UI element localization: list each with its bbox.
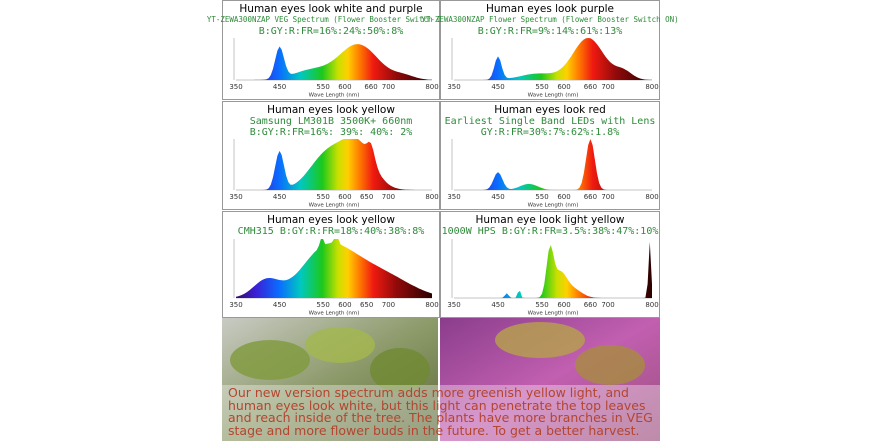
- leaves: [575, 345, 645, 385]
- x-tick-label: 450: [491, 193, 504, 201]
- panel-title: Human eyes look white and purple: [239, 3, 422, 15]
- panel-subtitle: Earliest Single Band LEDs with Lens: [445, 116, 656, 127]
- x-tick-label: 350: [229, 301, 242, 309]
- x-tick-label: 700: [382, 83, 395, 91]
- x-axis-label: Wave Length (nm): [309, 93, 360, 99]
- spectrum: [454, 38, 652, 80]
- panel-subtitle: YT-ZEWA300NZAP VEG Spectrum (Flower Boos…: [207, 15, 455, 24]
- panel-subtitle: 1000W HPS B:GY:R:FR=3.5%:38%:47%:10%: [442, 226, 659, 237]
- x-tick-label: 600: [557, 301, 570, 309]
- x-tick-label: 550: [535, 301, 548, 309]
- panel-title: Human eyes look yellow: [267, 104, 395, 116]
- panel-border: [440, 101, 660, 210]
- caption: Our new version spectrum adds more green…: [228, 387, 653, 438]
- x-tick-label: 700: [382, 193, 395, 201]
- panel-border: [222, 0, 440, 100]
- x-tick-label: 700: [382, 301, 395, 309]
- panel-subtitle: CMH315 B:GY:R:FR=18%:40%:38%:8%: [238, 226, 425, 237]
- x-tick-label: 350: [229, 83, 242, 91]
- x-axis-label: Wave Length (nm): [309, 311, 360, 317]
- x-tick-label: 650: [360, 193, 373, 201]
- x-tick-label: 550: [535, 83, 548, 91]
- x-tick-label: 800: [645, 301, 658, 309]
- caption-box: Our new version spectrum adds more green…: [228, 387, 653, 438]
- x-tick-label: 600: [338, 83, 351, 91]
- panel-ratio: B:GY:R:FR=16%:24%:50%:8%: [259, 26, 404, 37]
- x-tick-label: 350: [447, 301, 460, 309]
- panel-subtitle: YT-ZEWA300NZAP Flower Spectrum (Flower B…: [421, 15, 678, 24]
- x-axis-label: Wave Length (nm): [528, 203, 579, 209]
- x-tick-label: 660: [584, 83, 597, 91]
- x-tick-label: 550: [316, 301, 329, 309]
- leaves: [305, 327, 375, 363]
- x-tick-label: 550: [316, 193, 329, 201]
- x-tick-label: 450: [491, 301, 504, 309]
- panel-ratio: GY:R:FR=30%:7%:62%:1.8%: [481, 127, 619, 138]
- leaves: [495, 322, 585, 358]
- x-tick-label: 650: [360, 301, 373, 309]
- x-tick-label: 350: [447, 83, 460, 91]
- spectrum: [236, 139, 432, 190]
- x-axis-label: Wave Length (nm): [309, 203, 360, 209]
- x-tick-label: 350: [447, 193, 460, 201]
- panel-subtitle: Samsung LM301B 3500K+ 660nm: [250, 116, 413, 127]
- x-tick-label: 450: [273, 83, 286, 91]
- x-tick-label: 800: [645, 193, 658, 201]
- panel-ratio: B:GY:R:FR=16%: 39%: 40%: 2%: [250, 127, 413, 138]
- panel-title: Human eye look light yellow: [476, 214, 625, 226]
- x-axis-label: Wave Length (nm): [528, 93, 579, 99]
- x-tick-label: 350: [229, 193, 242, 201]
- leaves: [370, 348, 430, 392]
- x-tick-label: 450: [273, 193, 286, 201]
- x-tick-label: 700: [601, 301, 614, 309]
- x-tick-label: 660: [584, 193, 597, 201]
- panel-title: Human eyes look red: [494, 104, 606, 116]
- spectrum: [236, 239, 432, 298]
- caption-backdrop: [222, 385, 660, 441]
- x-tick-label: 700: [601, 193, 614, 201]
- x-tick-label: 600: [557, 83, 570, 91]
- spectrum: [454, 241, 652, 298]
- x-tick-label: 450: [273, 301, 286, 309]
- x-tick-label: 800: [425, 193, 438, 201]
- x-tick-label: 550: [535, 193, 548, 201]
- x-tick-label: 600: [338, 301, 351, 309]
- x-axis-label: Wave Length (nm): [528, 311, 579, 317]
- x-tick-label: 660: [584, 301, 597, 309]
- panel-title: Human eyes look yellow: [267, 214, 395, 226]
- x-tick-label: 600: [338, 193, 351, 201]
- x-tick-label: 800: [425, 301, 438, 309]
- x-tick-label: 600: [557, 193, 570, 201]
- x-tick-label: 800: [645, 83, 658, 91]
- panel-border: [440, 0, 660, 100]
- leaves: [230, 340, 310, 380]
- x-tick-label: 800: [425, 83, 438, 91]
- spectrum: [236, 44, 432, 80]
- x-tick-label: 450: [491, 83, 504, 91]
- x-tick-label: 550: [316, 83, 329, 91]
- panel-title: Human eyes look purple: [486, 3, 614, 15]
- x-tick-label: 700: [601, 83, 614, 91]
- panel-ratio: B:GY:R:FR=9%:14%:61%:13%: [478, 26, 623, 37]
- x-tick-label: 660: [364, 83, 377, 91]
- photos: [222, 318, 660, 441]
